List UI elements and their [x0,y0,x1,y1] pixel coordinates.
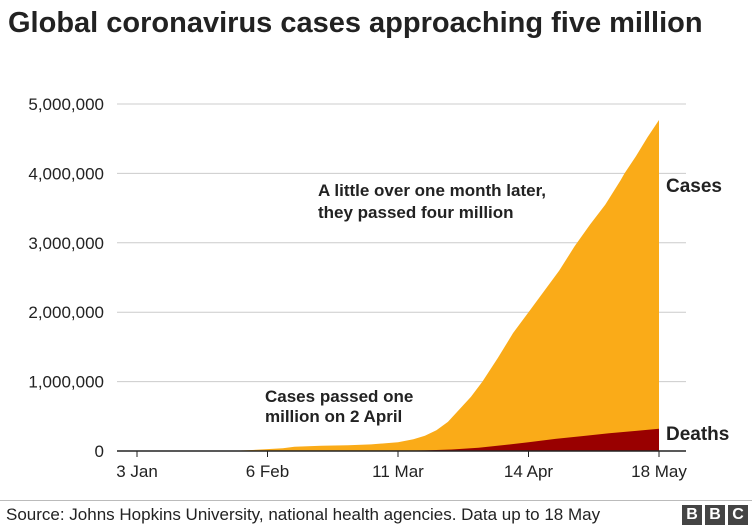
y-tick-label: 0 [95,442,104,461]
axes: 0 1,000,000 2,000,000 3,000,000 4,000,000 5,0… [28,95,687,481]
logo-letter: B [705,505,725,525]
series-label-cases: Cases [666,176,722,197]
chart-area: 0 1,000,000 2,000,000 3,000,000 4,000,000 5,0… [28,95,729,481]
series-label-deaths: Deaths [666,424,729,445]
logo-letter: C [728,505,748,525]
series-area-deaths [137,428,659,451]
bbc-logo: B B C [682,505,748,525]
annotation-text: they passed four million [318,203,514,222]
footer-divider [0,500,752,501]
annotation-text: Cases passed one [265,387,413,406]
chart-title: Global coronavirus cases approaching fiv… [8,7,703,39]
x-tick-label: 14 Apr [504,462,553,481]
logo-letter: B [682,505,702,525]
y-tick-label: 1,000,000 [28,373,104,392]
y-tick-label: 4,000,000 [28,164,104,183]
series-areas [137,120,659,451]
source-note: Source: Johns Hopkins University, nation… [6,505,601,524]
chart-labels: Cases Deaths A little over one month later… [265,176,729,445]
annotation-text: A little over one month later, [318,181,546,200]
x-tick-label: 18 May [631,462,687,481]
x-tick-label: 11 Mar [372,462,424,481]
y-tick-label: 3,000,000 [28,234,104,253]
series-area-cases [137,120,659,451]
y-tick-label: 5,000,000 [28,95,104,114]
x-tick-label: 3 Jan [116,462,158,481]
x-tick-label: 6 Feb [246,462,289,481]
y-tick-label: 2,000,000 [28,303,104,322]
annotation-text: million on 2 April [265,407,402,426]
